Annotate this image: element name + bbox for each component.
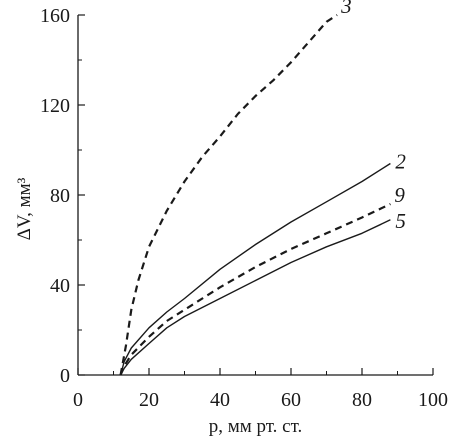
x-tick-label: 40 xyxy=(210,389,230,411)
x-tick-label: 80 xyxy=(352,389,372,411)
x-axis-title: p, мм рт. ст. xyxy=(209,416,302,437)
x-tick-label: 60 xyxy=(281,389,301,411)
series-label-2: 2 xyxy=(395,150,406,174)
series-label-5: 5 xyxy=(395,209,406,233)
y-tick-label: 0 xyxy=(60,365,70,387)
series-layer xyxy=(119,14,391,376)
series-label-3: 3 xyxy=(340,0,352,18)
series-line-5 xyxy=(119,219,391,376)
series-line-2 xyxy=(119,162,391,376)
y-tick-label: 40 xyxy=(50,275,70,297)
y-tick-label: 80 xyxy=(50,185,70,207)
y-tick-label: 160 xyxy=(40,5,70,27)
y-axis-title: ΔV, мм³ xyxy=(14,177,35,240)
axis-titles: p, мм рт. ст. ΔV, мм³ xyxy=(14,177,302,437)
x-tick-label: 100 xyxy=(418,389,448,411)
y-tick-label: 120 xyxy=(40,95,70,117)
x-tick-label: 0 xyxy=(73,389,83,411)
x-tick-label: 20 xyxy=(139,389,159,411)
series-line-9 xyxy=(119,203,391,376)
series-line-3 xyxy=(119,14,338,376)
series-label-9: 9 xyxy=(394,183,405,207)
series-labels: 3 2 95 xyxy=(340,0,406,233)
axes: 0 20 40 60 80 100 0 40 80 120 160 xyxy=(40,5,448,411)
